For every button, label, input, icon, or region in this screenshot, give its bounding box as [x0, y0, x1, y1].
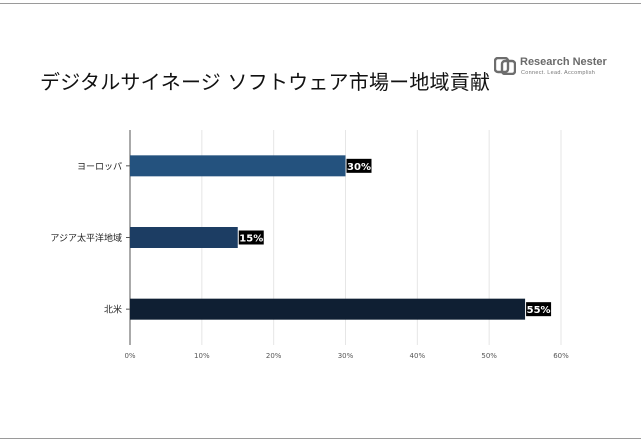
data-label: 55%: [527, 305, 551, 316]
bar: [130, 155, 346, 176]
category-label: アジア太平洋地域: [50, 232, 122, 244]
bar: [130, 299, 525, 320]
x-tick-label: 50%: [481, 352, 497, 360]
data-label: 30%: [347, 162, 371, 173]
x-tick-label: 10%: [194, 352, 210, 360]
x-tick-label: 60%: [553, 352, 569, 360]
data-label: 15%: [239, 234, 263, 245]
x-tick-label: 0%: [124, 352, 135, 360]
x-tick-label: 40%: [410, 352, 426, 360]
x-tick-label: 30%: [338, 352, 354, 360]
bar: [130, 227, 238, 248]
category-label: 北米: [104, 304, 122, 316]
bottom-rule: [0, 438, 641, 439]
x-tick-label: 20%: [266, 352, 282, 360]
category-label: ヨーロッパ: [77, 161, 122, 172]
